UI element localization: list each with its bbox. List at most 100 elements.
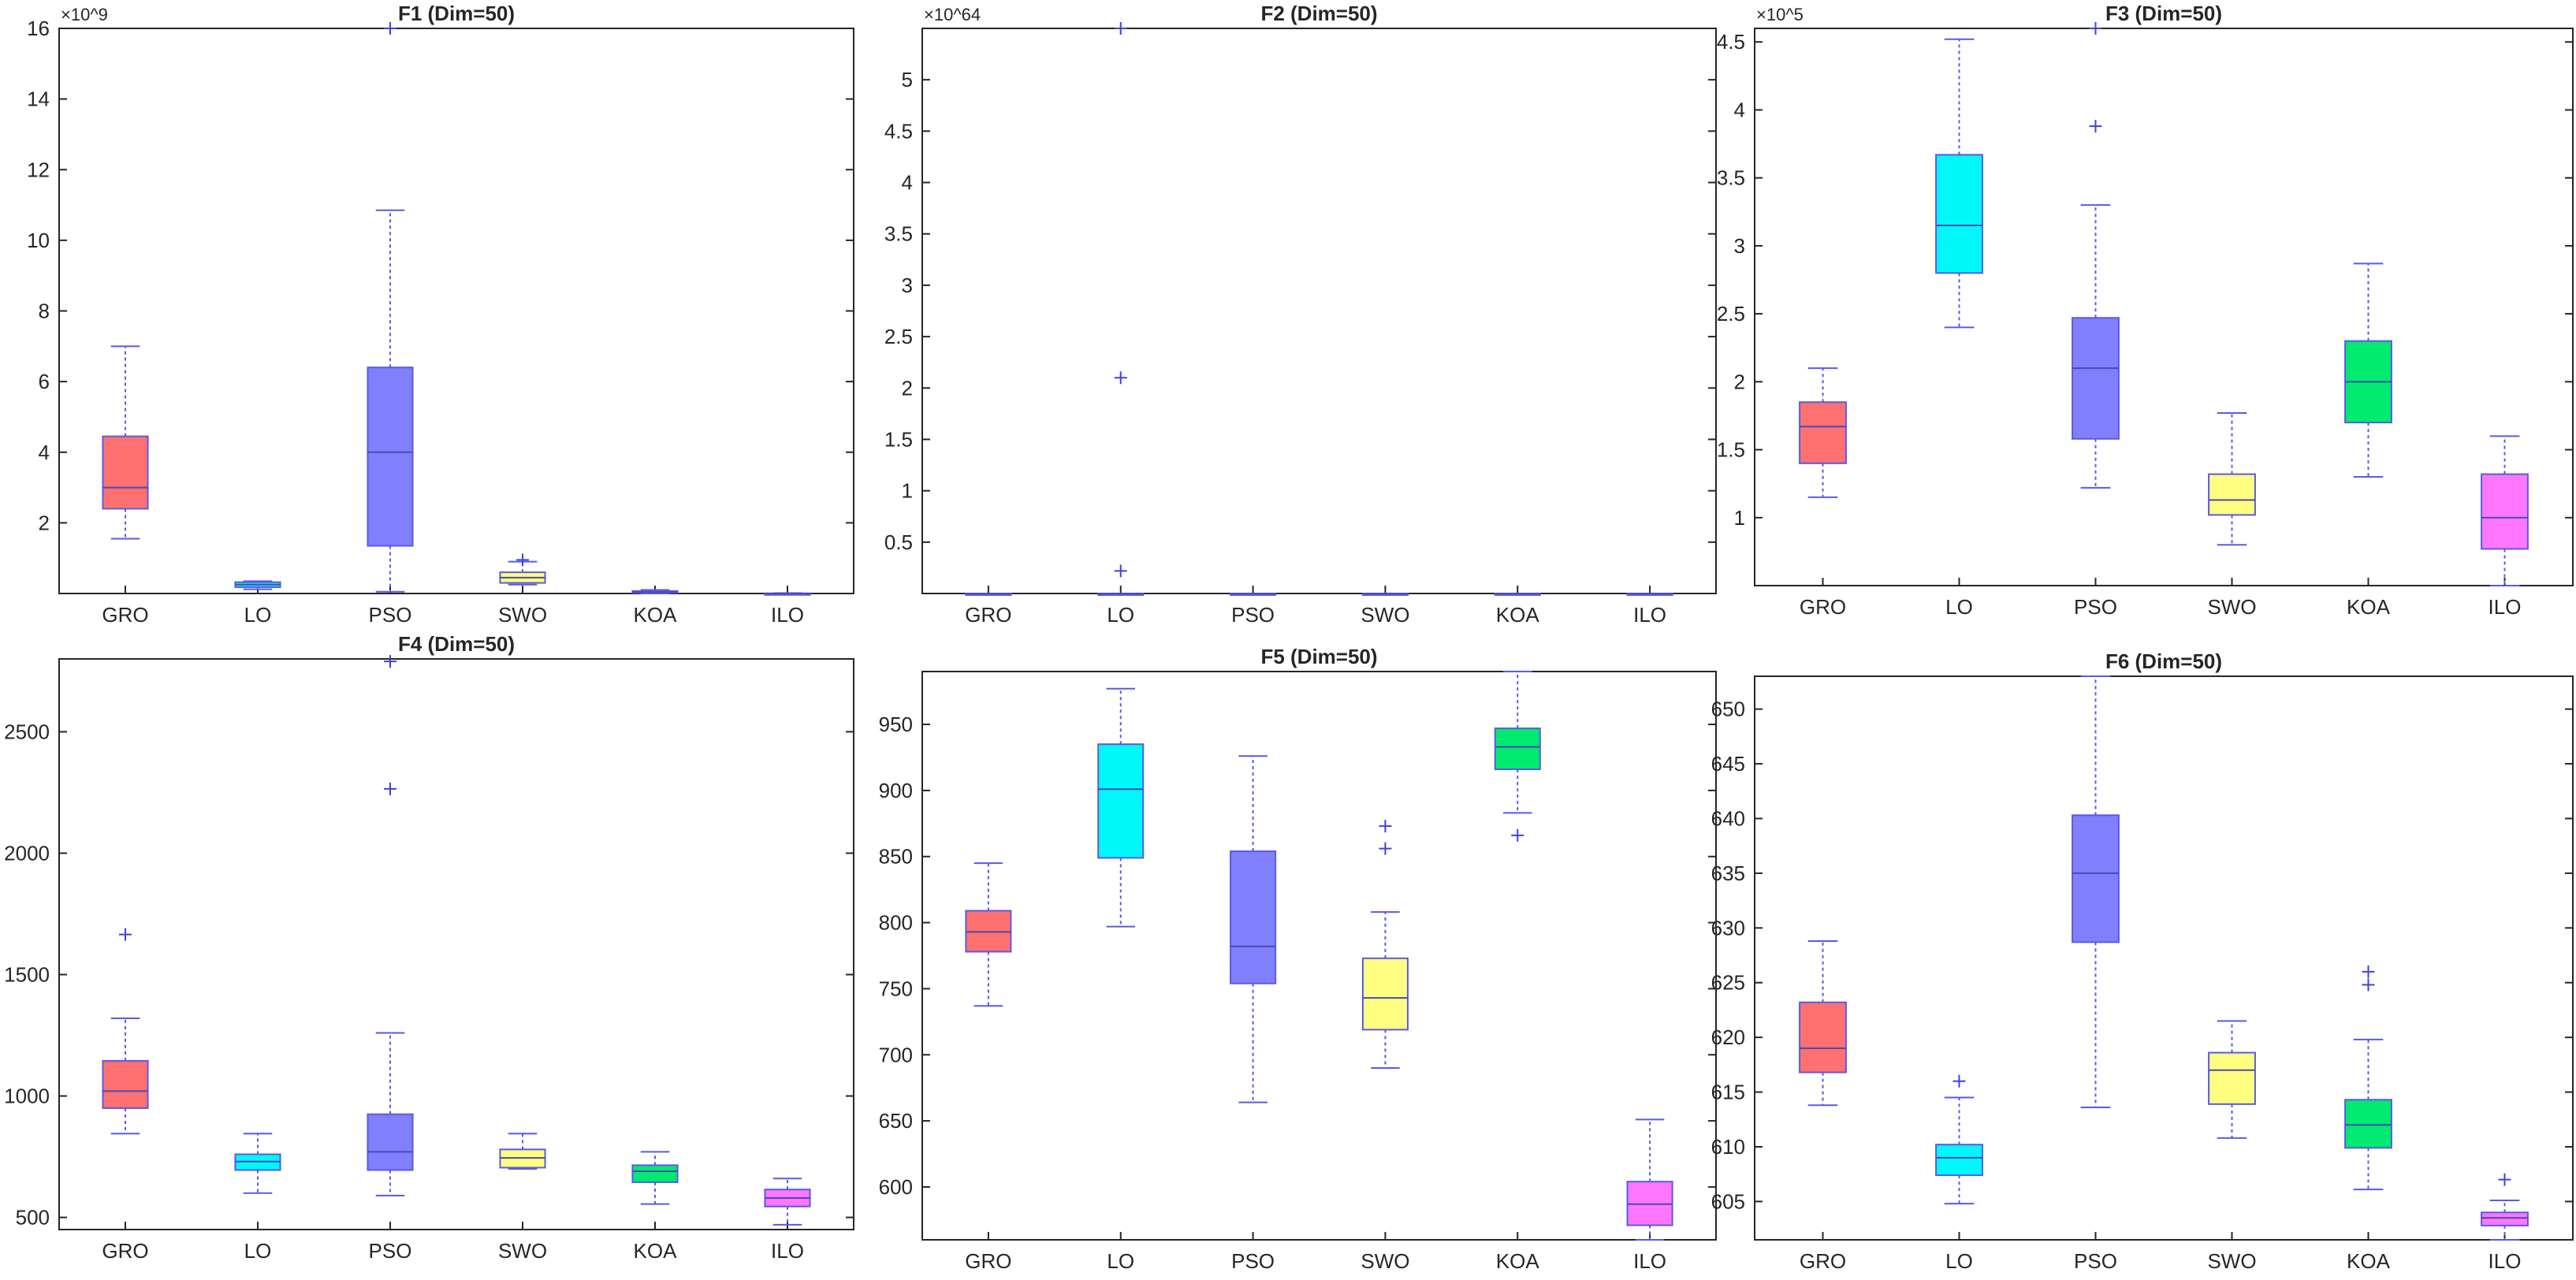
panel-f1: F1 (Dim=50) ×10^9 2 4 6 8 10 12 14 16 GRO LO PSO SWO K…	[27, 2, 854, 627]
outlier-marker	[2362, 978, 2375, 992]
box-lo	[1935, 1144, 1983, 1177]
x-tick-label: ILO	[1633, 1249, 1666, 1273]
box-ilo	[2481, 1211, 2529, 1226]
y-tick-label: 1.5	[1717, 438, 1745, 462]
y-tick-label: 610	[1711, 1135, 1745, 1159]
box-pso	[367, 1113, 414, 1171]
y-tick-label: 2	[902, 376, 913, 400]
outlier-marker	[2498, 1173, 2511, 1186]
x-tick-label: SWO	[2207, 595, 2256, 619]
panel-f5: F5 (Dim=50) 600 650 700 750 800 850 900 950 GRO LO…	[879, 645, 1717, 1273]
y-tick-label: 10	[27, 229, 50, 252]
y-tick-label: 800	[879, 911, 913, 935]
chart-title: F2 (Dim=50)	[1260, 2, 1377, 25]
box-swo	[1361, 957, 1409, 1031]
y-tick-label: 2500	[4, 720, 50, 743]
x-tick-label: SWO	[498, 1239, 547, 1263]
x-tick-label: KOA	[1496, 1249, 1540, 1273]
outlier-marker	[1511, 828, 1524, 842]
plot-area	[58, 658, 854, 1230]
outlier-marker	[1114, 22, 1127, 35]
y-tick-label: 605	[1711, 1189, 1745, 1213]
plot-area	[921, 671, 1717, 1241]
x-tick-label: SWO	[1361, 1249, 1409, 1273]
x-tick-label: KOA	[2347, 1249, 2391, 1273]
box-pso	[2072, 814, 2120, 943]
x-tick-label: GRO	[965, 1249, 1011, 1273]
y-tick-label: 630	[1711, 916, 1745, 940]
y-tick-label: 900	[879, 779, 913, 802]
y-tick-label: 2000	[4, 841, 50, 865]
panel-f4: F4 (Dim=50) 500 1000 1500 2000 2500 GRO LO PSO SW…	[4, 632, 854, 1263]
y-tick-label: 4	[902, 171, 913, 195]
y-tick-label: 14	[27, 87, 50, 111]
chart-title: F3 (Dim=50)	[2105, 2, 2222, 25]
y-tick-label: 3.5	[1717, 166, 1745, 190]
x-tick-label: SWO	[2207, 1249, 2256, 1273]
x-tick-label: ILO	[2489, 595, 2522, 619]
box-koa	[1494, 727, 1541, 771]
box-pso	[1230, 850, 1277, 984]
x-tick-label: KOA	[634, 603, 678, 627]
y-tick-label: 4.5	[884, 119, 913, 143]
chart-title: F4 (Dim=50)	[398, 632, 515, 656]
y-tick-label: 12	[27, 158, 50, 181]
outlier-marker	[2089, 22, 2102, 35]
y-tick-label: 1.5	[884, 427, 913, 451]
panel-f2: F2 (Dim=50) ×10^64 0.5 1 1.5 2 2.5 3 3.5 4 4.5 5 GRO…	[884, 2, 1717, 627]
x-tick-label: GRO	[102, 603, 148, 627]
y-tick-label: 4.5	[1717, 30, 1745, 54]
x-tick-label: ILO	[1633, 603, 1666, 627]
box-pso	[2072, 317, 2120, 440]
chart-title: F6 (Dim=50)	[2105, 649, 2222, 673]
outlier-marker	[2089, 120, 2102, 133]
y-tick-label: 3	[902, 273, 913, 297]
x-tick-label: PSO	[2074, 595, 2117, 619]
y-tick-label: 5	[902, 68, 913, 91]
y-tick-label: 650	[1711, 698, 1745, 721]
x-tick-label: LO	[1945, 595, 1973, 619]
y-tick-label: 615	[1711, 1081, 1745, 1104]
x-tick-label: GRO	[1800, 1249, 1846, 1273]
x-tick-label: ILO	[2489, 1249, 2522, 1273]
outlier-marker	[1379, 820, 1392, 833]
chart-title: F5 (Dim=50)	[1260, 645, 1377, 668]
x-tick-label: KOA	[1496, 603, 1540, 627]
y-tick-label: 625	[1711, 971, 1745, 995]
box-koa	[631, 1164, 679, 1183]
y-tick-label: 4	[1734, 98, 1745, 121]
x-tick-label: PSO	[1231, 1249, 1275, 1273]
y-tick-label: 3	[1734, 234, 1745, 258]
y-tick-label: 500	[16, 1206, 50, 1230]
box-gro	[1799, 401, 1847, 464]
chart-title: F1 (Dim=50)	[398, 2, 515, 25]
scale-label: ×10^5	[1756, 5, 1804, 24]
x-tick-label: PSO	[2074, 1249, 2117, 1273]
y-tick-label: 2	[1734, 370, 1745, 393]
outlier-marker	[119, 928, 132, 941]
x-tick-label: PSO	[369, 1239, 412, 1263]
outlier-marker	[1114, 564, 1127, 578]
box-swo	[2208, 473, 2256, 516]
y-tick-label: 600	[879, 1175, 913, 1199]
plot-area	[1754, 675, 2574, 1241]
y-tick-label: 1000	[4, 1085, 50, 1108]
outlier-marker	[1379, 842, 1392, 855]
x-tick-label: LO	[1945, 1249, 1973, 1273]
x-tick-label: PSO	[369, 603, 412, 627]
outlier-marker	[384, 22, 396, 35]
y-tick-label: 6	[39, 370, 50, 393]
x-tick-label: ILO	[771, 1239, 804, 1263]
y-tick-label: 1	[1734, 506, 1745, 530]
box-koa	[2344, 1099, 2392, 1149]
plot-area	[58, 28, 854, 594]
box-lo	[1935, 154, 1983, 274]
scale-label: ×10^64	[924, 5, 981, 24]
x-tick-label: GRO	[965, 603, 1011, 627]
x-tick-label: LO	[1107, 603, 1134, 627]
box-swo	[2208, 1051, 2256, 1105]
y-tick-label: 8	[39, 300, 50, 323]
y-tick-label: 950	[879, 713, 913, 736]
x-tick-label: LO	[244, 1239, 272, 1263]
y-tick-label: 640	[1711, 806, 1745, 830]
